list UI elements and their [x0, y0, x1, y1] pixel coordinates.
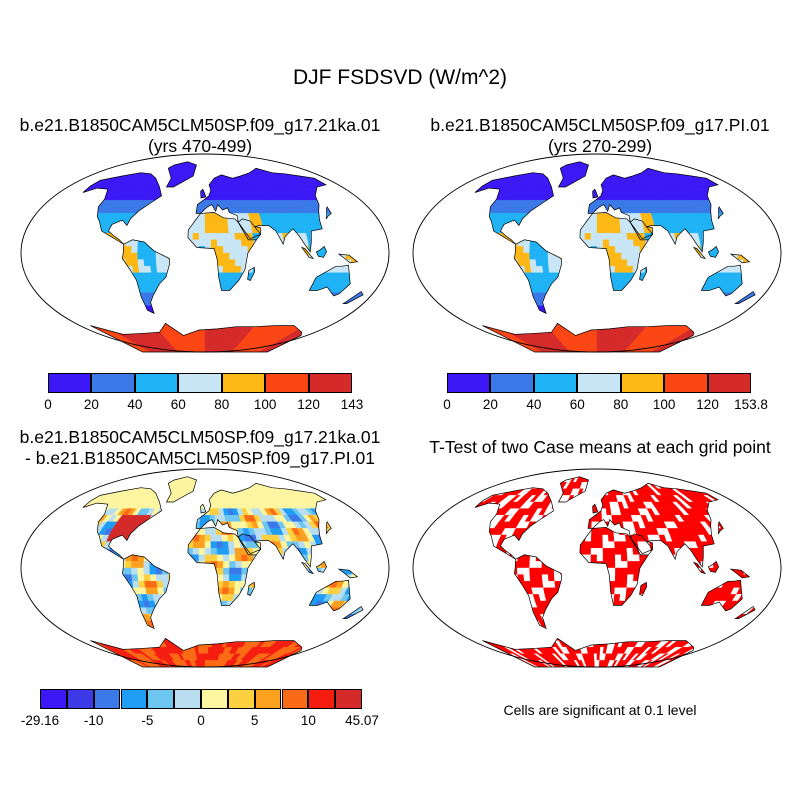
map-ocean: [413, 469, 781, 667]
colorbar-box: [91, 373, 135, 393]
colorbar-tick-label: 153.8: [734, 397, 768, 412]
panel1-title: b.e21.B1850CAM5CLM50SP.f09_g17.21ka.01 (…: [0, 115, 400, 157]
colorbar-tick-label: 20: [482, 397, 498, 412]
panel1-title-line1: b.e21.B1850CAM5CLM50SP.f09_g17.21ka.01: [19, 115, 381, 135]
colorbar-tick-label: 0: [443, 397, 451, 412]
map-border: [20, 468, 390, 668]
colorbar-box: [533, 373, 578, 393]
colorbar-box: [147, 689, 175, 709]
colorbar-tick-label: 5: [250, 713, 259, 728]
panel2-title-line1: b.e21.B1850CAM5CLM50SP.f09_g17.PI.01: [430, 115, 770, 135]
map-border: [412, 468, 782, 668]
colorbar-box: [254, 689, 282, 709]
colorbar-box: [265, 373, 309, 393]
colorbar-tick-label: 80: [613, 397, 629, 412]
colorbar-tick-label: 0: [44, 397, 52, 412]
colorbar-box: [308, 373, 352, 393]
colorbar-21ka: 0 20 40 60 80 100 120 143: [44, 373, 363, 415]
colorbar-box: [48, 373, 92, 393]
colorbar-box: [620, 373, 665, 393]
colorbar-tick-label: 120: [297, 397, 320, 412]
map-ocean: [413, 154, 781, 352]
colorbar-box: [490, 373, 534, 393]
map-ocean: [21, 154, 389, 352]
colorbar-tick-label: 60: [569, 397, 585, 412]
colorbar-box: [227, 689, 255, 709]
figure-title: DJF FSDSVD (W/m^2): [292, 66, 507, 89]
panel3-title-line2: - b.e21.B1850CAM5CLM50SP.f09_g17.PI.01: [25, 448, 375, 468]
colorbar-box: [707, 373, 751, 393]
panel3-title: b.e21.B1850CAM5CLM50SP.f09_g17.21ka.01 -…: [0, 427, 400, 469]
colorbar-box: [281, 689, 309, 709]
colorbar-tick-label: 80: [214, 397, 230, 412]
colorbar-tick-label: -5: [141, 713, 154, 728]
map-panel-ttest: [412, 468, 782, 668]
colorbar-box: [120, 689, 148, 709]
colorbar-tick-label: 40: [526, 397, 542, 412]
colorbar-tick-label: 20: [83, 397, 99, 412]
colorbar-tick-label: 60: [170, 397, 186, 412]
colorbar-box: [221, 373, 266, 393]
panel1-title-line2: (yrs 470-499): [147, 136, 253, 156]
map-panel-difference: [20, 468, 390, 668]
colorbar-tick-label: 10: [300, 713, 316, 728]
colorbar-box: [178, 373, 222, 393]
panel2-title: b.e21.B1850CAM5CLM50SP.f09_g17.PI.01 (yr…: [400, 115, 800, 157]
colorbar-difference: -29.16 -10 -5 0 5 10 45.07: [21, 689, 379, 731]
colorbar-tick-label: -10: [83, 713, 104, 728]
colorbar-box: [93, 689, 121, 709]
colorbar-box: [40, 689, 67, 709]
colorbar-tick-label: -29.16: [20, 713, 60, 728]
colorbar-tick-label: 40: [127, 397, 143, 412]
panel2-title-line2: (yrs 270-299): [547, 136, 653, 156]
significance-note: Cells are significant at 0.1 level: [503, 702, 697, 718]
map-border: [20, 153, 390, 353]
colorbar-box: [174, 689, 201, 709]
colorbar-tick-label: 143: [340, 397, 364, 412]
panel4-title: T-Test of two Case means at each grid po…: [400, 437, 800, 458]
panel3-title-line1: b.e21.B1850CAM5CLM50SP.f09_g17.21ka.01: [19, 427, 381, 447]
colorbar-box: [447, 373, 491, 393]
colorbar-box: [201, 689, 228, 709]
colorbar-pi: 0 20 40 60 80 100 120 153.8: [443, 373, 768, 415]
colorbar-tick-label: 100: [253, 397, 277, 412]
panel4-title-line1: T-Test of two Case means at each grid po…: [429, 437, 771, 457]
map-ocean: [21, 469, 389, 667]
colorbar-box: [308, 689, 336, 709]
colorbar-tick-label: 120: [696, 397, 719, 412]
colorbar-box: [134, 373, 179, 393]
colorbar-box: [577, 373, 621, 393]
colorbar-tick-label: 0: [197, 713, 205, 728]
colorbar-tick-label: 100: [652, 397, 676, 412]
map-panel-21ka: [20, 153, 390, 353]
colorbar-box: [335, 689, 362, 709]
colorbar-box: [66, 689, 94, 709]
map-border: [412, 153, 782, 353]
map-panel-pi: [412, 153, 782, 353]
colorbar-tick-label: 45.07: [345, 713, 379, 728]
colorbar-box: [664, 373, 708, 393]
